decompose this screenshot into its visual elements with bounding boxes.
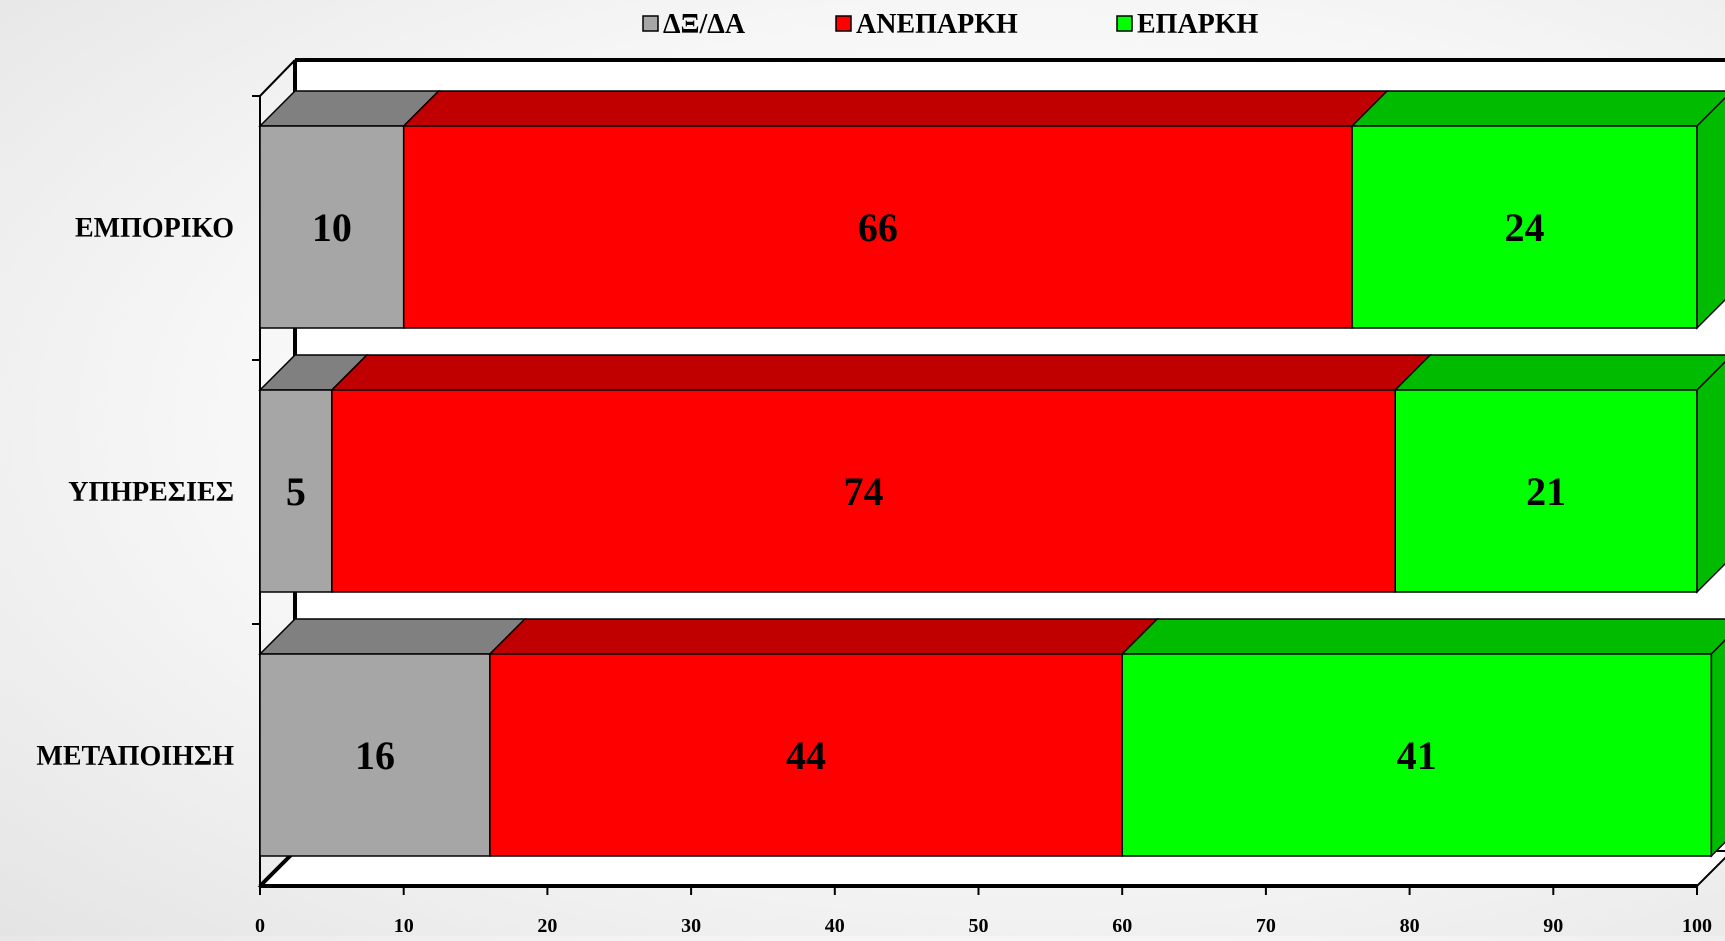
x-tick-label: 60	[1112, 915, 1132, 936]
bar-segment-front	[402, 125, 1353, 329]
legend-label: ΑΝΕΠΑΡΚΗ	[856, 9, 1018, 40]
x-tick-label: 40	[825, 915, 845, 936]
bar-segment-front	[259, 125, 405, 329]
bar-segment-front	[259, 653, 491, 857]
legend-swatch	[642, 15, 659, 32]
x-tick-label: 30	[681, 915, 701, 936]
data-label: 24	[1505, 205, 1545, 250]
bar-segment-front	[489, 653, 1123, 857]
data-label: 41	[1397, 733, 1437, 778]
bar-segment-top	[401, 90, 1389, 127]
bar-segment-front	[1121, 653, 1713, 857]
bar-segment: 44	[488, 618, 1160, 857]
legend-swatch	[1116, 15, 1133, 32]
legend-item: ΔΞ/ΔΑ	[642, 9, 746, 40]
x-tick-label: 10	[394, 915, 414, 936]
x-tick-label: 70	[1256, 915, 1276, 936]
bars: 10 66 24 ΕΜΠΟΡΙΚΟ 5 74 21 ΥΠΗΡΕΣΙΕΣ 16 44 41 ΜΕΤΑΠΟ…	[36, 90, 1725, 858]
bar-segment: 74	[330, 354, 1433, 593]
bar-segment: 24	[1350, 90, 1725, 330]
legend-label: ΔΞ/ΔΑ	[663, 9, 746, 40]
data-label: 16	[355, 733, 395, 778]
bar-segment-top	[1120, 618, 1725, 655]
side-wall-top-edge	[259, 59, 296, 97]
bar-segment: 66	[401, 90, 1389, 329]
data-label: 21	[1526, 469, 1566, 514]
bar-segment-top	[330, 354, 1433, 391]
data-label: 66	[858, 205, 898, 250]
bar-segment-front	[331, 389, 1396, 593]
data-label: 44	[786, 733, 826, 778]
bar-row: 16 44 41 ΜΕΤΑΠΟΙΗΣΗ	[36, 618, 1725, 858]
bar-segment: 16	[258, 618, 527, 857]
legend: ΔΞ/ΔΑ ΑΝΕΠΑΡΚΗ ΕΠΑΡΚΗ	[642, 9, 1259, 40]
bar-segment-front	[1394, 389, 1698, 593]
bar-segment: 21	[1393, 354, 1725, 594]
bar-segment-top	[258, 618, 527, 655]
bar-segment: 10	[258, 90, 441, 329]
bar-segment-top	[488, 618, 1160, 655]
x-tick-label: 0	[255, 915, 265, 936]
category-label: ΥΠΗΡΕΣΙΕΣ	[68, 477, 234, 508]
bar-segment-side	[1710, 639, 1725, 858]
legend-label: ΕΠΑΡΚΗ	[1137, 9, 1259, 40]
x-tick-label: 20	[537, 915, 557, 936]
x-tick-label: 80	[1400, 915, 1420, 936]
bar-segment-top	[1393, 354, 1725, 391]
x-axis: 0 10 20 30 40 50 60 70 80 90 100	[255, 886, 1712, 937]
x-tick-label: 50	[969, 915, 989, 936]
category-label: ΕΜΠΟΡΙΚΟ	[75, 213, 234, 244]
bar-row: 10 66 24 ΕΜΠΟΡΙΚΟ	[75, 90, 1725, 330]
x-tick-label: 100	[1682, 915, 1712, 936]
bar-segment-side	[1696, 96, 1725, 330]
data-label: 5	[286, 469, 306, 514]
bar-segment-front	[1351, 125, 1698, 329]
bar-row: 5 74 21 ΥΠΗΡΕΣΙΕΣ	[68, 354, 1725, 594]
legend-item: ΕΠΑΡΚΗ	[1116, 9, 1259, 40]
x-tick-label: 90	[1543, 915, 1563, 936]
legend-item: ΑΝΕΠΑΡΚΗ	[835, 9, 1018, 40]
bar-segment: 41	[1120, 618, 1725, 858]
legend-swatch	[835, 15, 852, 32]
bar-segment-top	[1350, 90, 1725, 127]
data-label: 10	[312, 205, 352, 250]
floor-left-edge	[258, 849, 297, 888]
category-label: ΜΕΤΑΠΟΙΗΣΗ	[36, 741, 234, 772]
data-label: 74	[844, 469, 884, 514]
bar-segment-side	[1696, 360, 1725, 594]
